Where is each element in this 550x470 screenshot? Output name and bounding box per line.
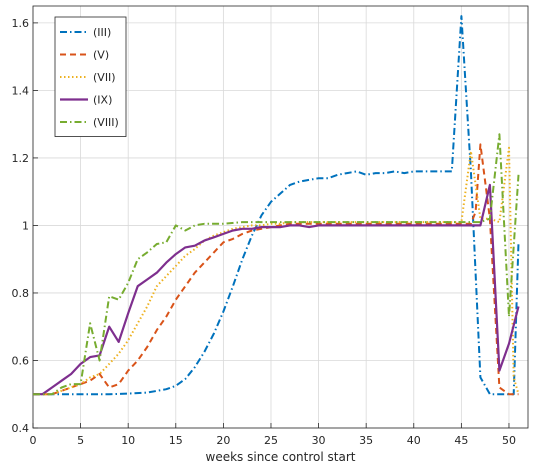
y-tick-label: 0.8 xyxy=(12,287,30,300)
x-tick-label: 20 xyxy=(216,434,230,447)
legend-label: (VIII) xyxy=(93,116,119,129)
legend-label: (VII) xyxy=(93,71,116,84)
y-tick-label: 1 xyxy=(22,219,29,232)
x-tick-label: 10 xyxy=(121,434,135,447)
x-axis-label: weeks since control start xyxy=(206,450,356,464)
y-tick-label: 1.6 xyxy=(12,17,30,30)
x-tick-label: 35 xyxy=(359,434,373,447)
axis-ticks: 0 5 10 15 20 25 30 35 40 45 50 0.4 0.6 0.8 1 1.2 1.4 1.6 xyxy=(12,17,516,447)
legend-label: (V) xyxy=(93,49,109,62)
x-tick-label: 15 xyxy=(169,434,183,447)
series-line-3 xyxy=(33,183,520,396)
x-tick-label: 0 xyxy=(30,434,37,447)
legend-label: (III) xyxy=(93,26,111,39)
y-tick-label: 0.4 xyxy=(12,422,30,435)
x-tick-label: 40 xyxy=(407,434,421,447)
legend-label: (IX) xyxy=(93,94,112,107)
legend-box xyxy=(54,16,127,137)
y-tick-label: 1.2 xyxy=(12,152,30,165)
series-line-1 xyxy=(33,143,519,396)
series-layer xyxy=(33,15,520,396)
x-tick-label: 30 xyxy=(312,434,326,447)
series-line-4 xyxy=(33,133,520,396)
x-tick-label: 25 xyxy=(264,434,278,447)
legend: (III) (V) (VII) (IX) (VIII) xyxy=(54,16,127,137)
series-line-2 xyxy=(33,146,520,396)
plot-frame xyxy=(32,5,529,429)
x-tick-label: 5 xyxy=(77,434,84,447)
x-tick-label: 45 xyxy=(454,434,468,447)
y-tick-label: 1.4 xyxy=(12,84,30,97)
y-tick-label: 0.6 xyxy=(12,354,30,367)
x-tick-label: 50 xyxy=(502,434,516,447)
